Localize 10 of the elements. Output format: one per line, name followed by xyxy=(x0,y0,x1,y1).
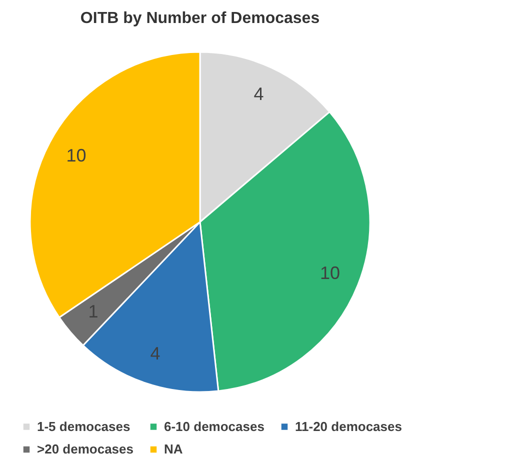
chart-title: OITB by Number of Democases xyxy=(80,10,320,27)
legend-label: >20 democases xyxy=(37,442,134,456)
legend-label: 1-5 democases xyxy=(37,418,130,434)
legend-label: 11-20 democases xyxy=(295,418,402,434)
data-label: 4 xyxy=(150,344,160,364)
data-label: 10 xyxy=(320,262,340,283)
legend-label: 6-10 democases xyxy=(164,418,264,434)
data-label: 10 xyxy=(66,145,86,166)
legend-label: NA xyxy=(164,442,184,456)
data-label: 4 xyxy=(254,84,264,104)
